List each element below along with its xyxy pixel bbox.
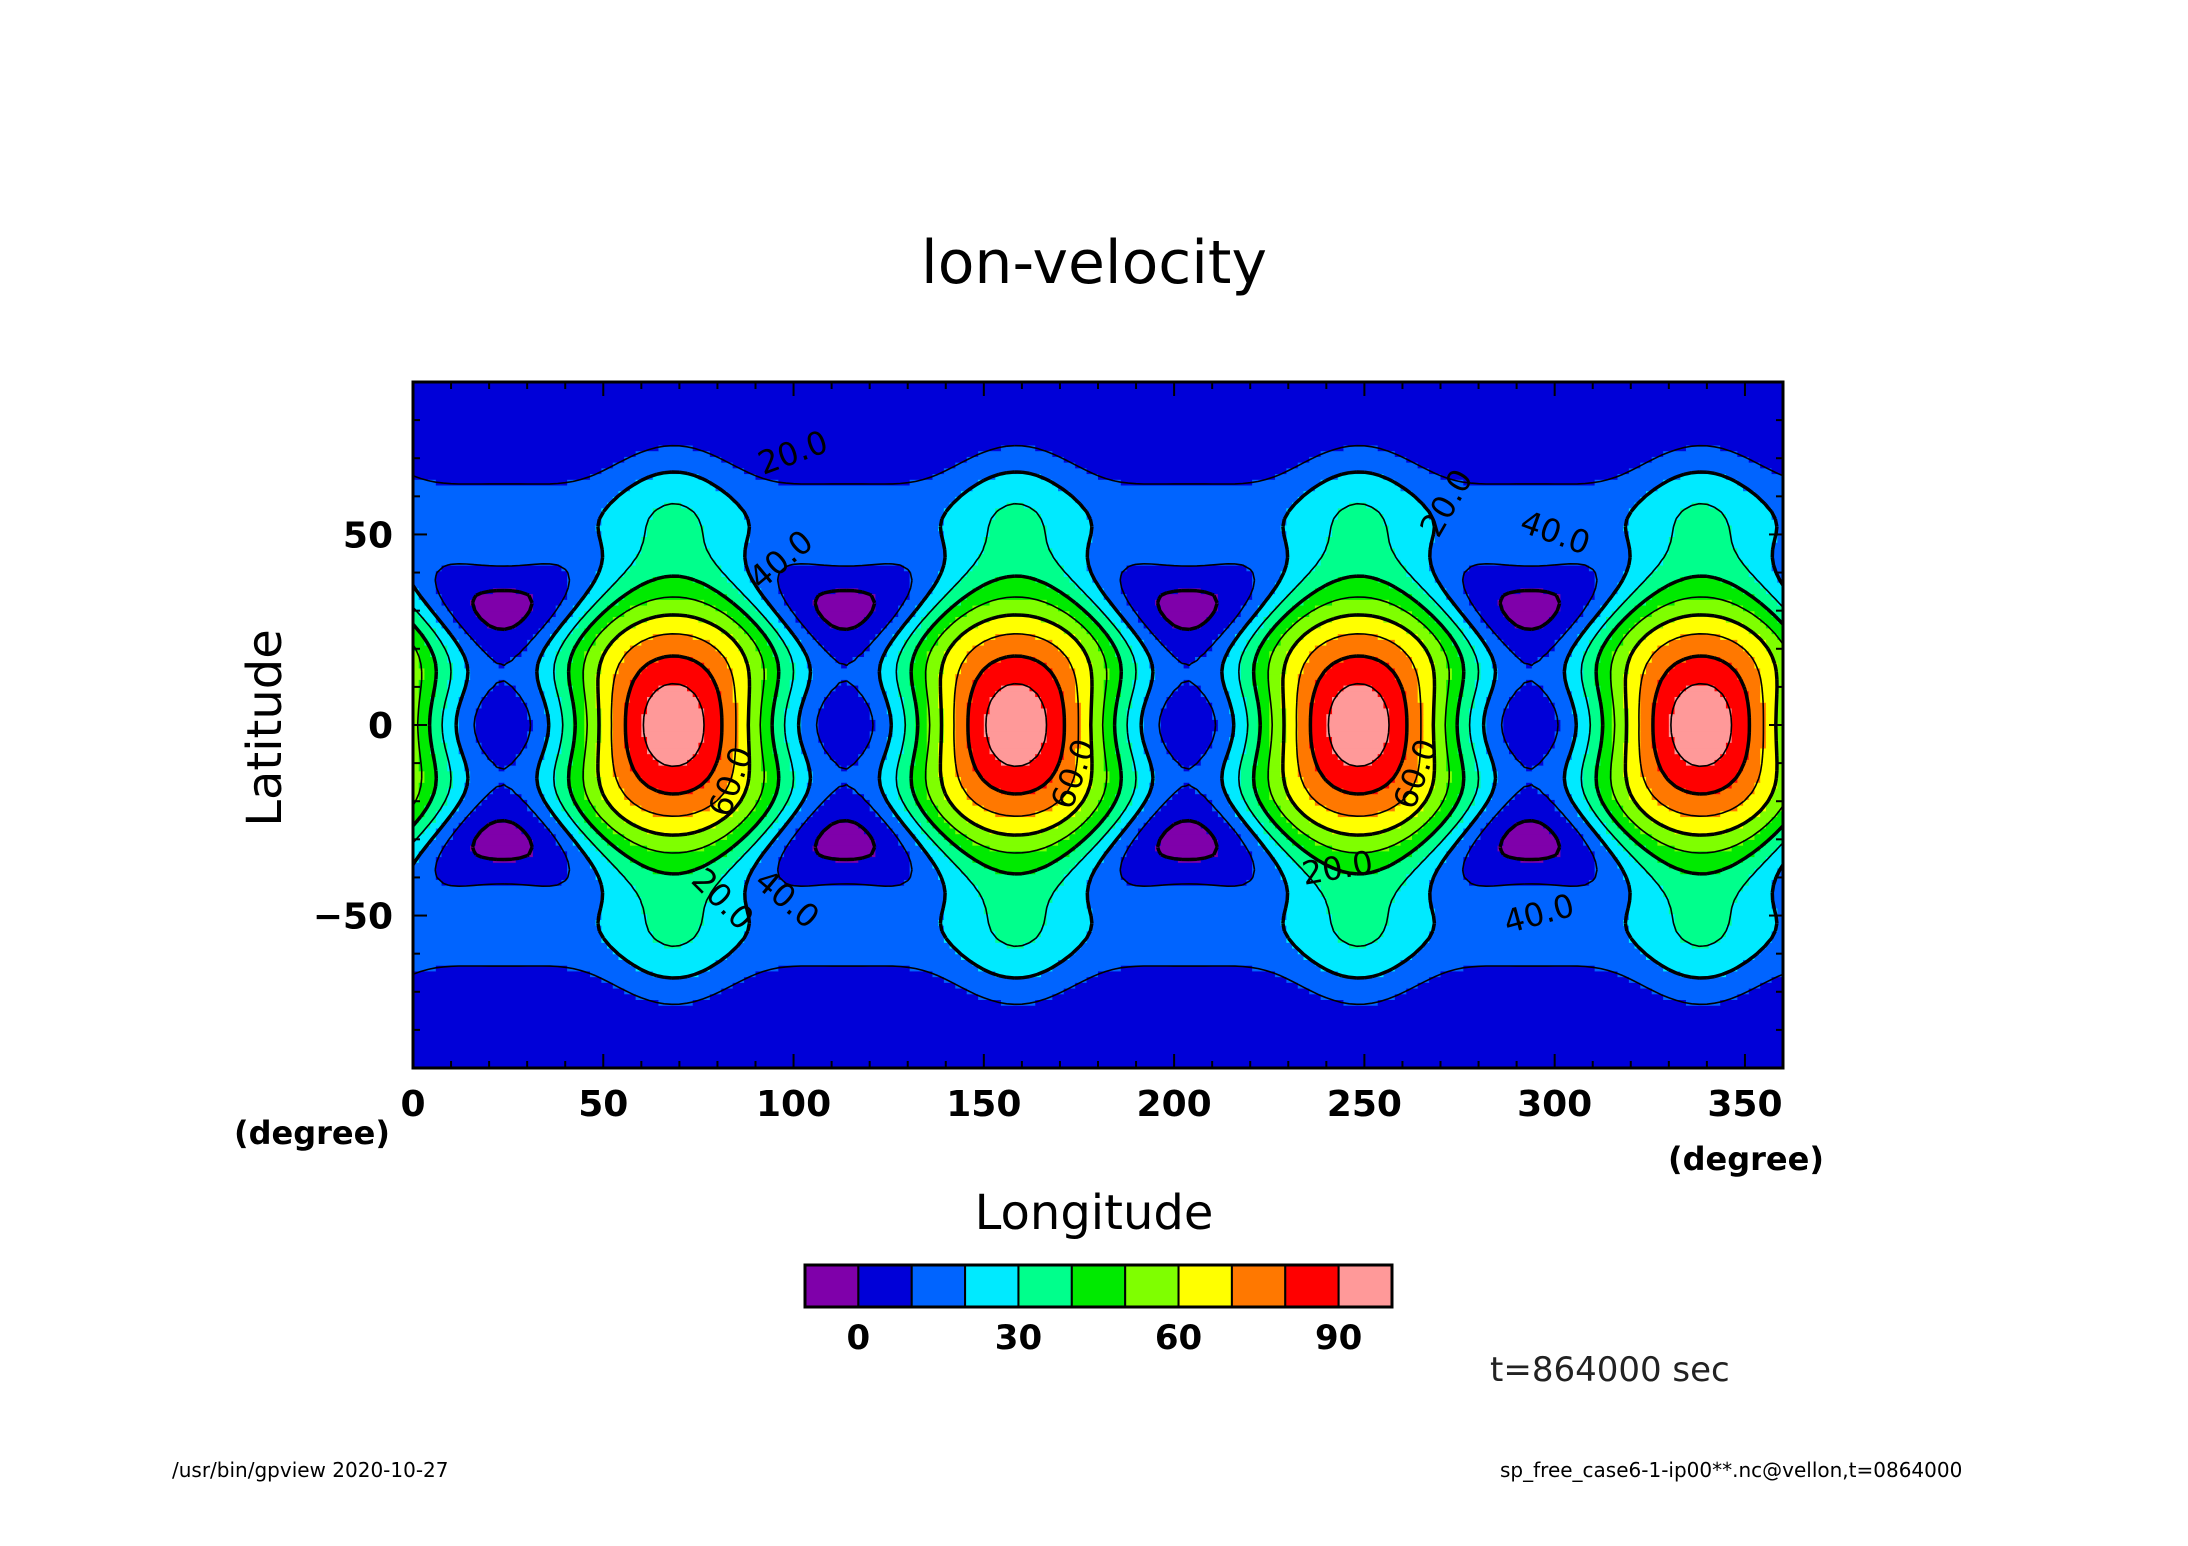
- x-tick-label: 300: [1517, 1084, 1592, 1125]
- y-tick-label: 50: [343, 515, 393, 556]
- contour-line-30: [412, 502, 1784, 948]
- contour-line-70: [610, 633, 1765, 817]
- x-tick-label: 0: [400, 1084, 425, 1125]
- colorbar-swatch: [857, 1264, 913, 1308]
- colorbar-swatch: [1337, 1264, 1393, 1308]
- colorbar-frame: [803, 1263, 1394, 1309]
- contour-line-80: [623, 654, 1752, 796]
- colorbar-swatch: [1070, 1264, 1127, 1308]
- colorbar-swatch: [1284, 1264, 1340, 1308]
- contour-line-20: [411, 470, 1785, 980]
- x-tick-label: 200: [1137, 1084, 1212, 1125]
- colorbar-tick-label: 60: [1155, 1318, 1202, 1358]
- chart-title: lon-velocity: [921, 228, 1267, 298]
- contour-line-50: [412, 596, 1784, 854]
- colorbar-tick-label: 0: [847, 1318, 871, 1358]
- colorbar-swatch: [1017, 1264, 1073, 1308]
- contour-line-40: [411, 574, 1785, 876]
- x-axis-unit: (degree): [1668, 1140, 1824, 1178]
- contour-lines: [411, 444, 1785, 1006]
- colorbar-swatch: [1177, 1264, 1233, 1308]
- colorbar-swatch: [964, 1264, 1020, 1308]
- footer-source-file: sp_free_case6-1-ip00**.nc@vellon,t=08640…: [1500, 1458, 1963, 1482]
- x-tick-label: 150: [946, 1084, 1021, 1125]
- contour-line-0: [470, 588, 1562, 862]
- y-tick-label: 0: [368, 706, 393, 747]
- x-tick-label: 100: [756, 1084, 831, 1125]
- colorbar-tick-label: 90: [1315, 1318, 1362, 1358]
- y-axis-unit: (degree): [234, 1114, 390, 1152]
- contour-line-60: [596, 613, 1779, 837]
- y-tick-label: −50: [313, 897, 393, 938]
- footer-program-date: /usr/bin/gpview 2020-10-27: [172, 1458, 449, 1482]
- colorbar: 0 30 60 90: [803, 1263, 1394, 1358]
- contour-line-10: [412, 444, 1784, 1006]
- colorbar-swatch: [1230, 1264, 1287, 1308]
- x-tick-label: 350: [1707, 1084, 1782, 1125]
- x-tick-label: 250: [1327, 1084, 1402, 1125]
- plot-axes: 0 50 100 150 200 250 300 350 −50 0 50: [313, 380, 1785, 1125]
- colorbar-swatch: [910, 1264, 967, 1308]
- x-axis-label: Longitude: [974, 1185, 1214, 1241]
- colorbar-swatch: [1124, 1264, 1180, 1308]
- contour-line-90: [642, 682, 1733, 768]
- y-axis-label: Latitude: [237, 629, 293, 827]
- colorbar-tick-label: 30: [995, 1318, 1042, 1358]
- x-tick-label: 50: [578, 1084, 628, 1125]
- colorbar-swatch: [804, 1264, 860, 1308]
- time-label: t=864000 sec: [1490, 1350, 1730, 1390]
